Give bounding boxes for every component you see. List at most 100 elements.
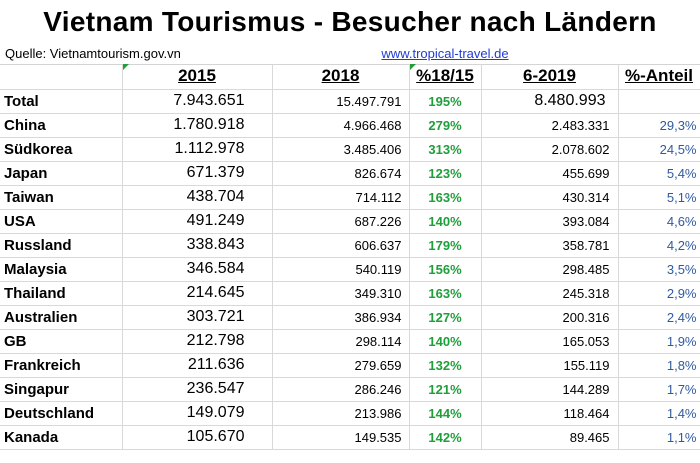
value-2015-cell[interactable]: 212.798 (122, 329, 273, 354)
share-cell[interactable]: 2,4% (618, 305, 700, 330)
country-cell[interactable]: Thailand (0, 281, 123, 306)
value-6-2019-cell[interactable]: 165.053 (481, 329, 619, 354)
value-2015-cell[interactable]: 438.704 (122, 185, 273, 210)
value-2015-cell[interactable]: 7.943.651 (122, 89, 273, 114)
country-cell[interactable]: USA (0, 209, 123, 234)
value-2015-cell[interactable]: 491.249 (122, 209, 273, 234)
value-6-2019-cell[interactable]: 144.289 (481, 377, 619, 402)
percent-18-15-cell[interactable]: 132% (409, 353, 482, 378)
share-cell[interactable]: 4,2% (618, 233, 700, 258)
country-cell[interactable]: Singapur (0, 377, 123, 402)
share-cell[interactable]: 5,1% (618, 185, 700, 210)
value-6-2019-cell[interactable]: 430.314 (481, 185, 619, 210)
share-cell[interactable]: 1,8% (618, 353, 700, 378)
country-cell[interactable]: Deutschland (0, 401, 123, 426)
percent-18-15-cell[interactable]: 121% (409, 377, 482, 402)
value-2015-cell[interactable]: 214.645 (122, 281, 273, 306)
percent-18-15-cell[interactable]: 163% (409, 281, 482, 306)
share-cell[interactable]: 24,5% (618, 137, 700, 162)
value-6-2019-cell[interactable]: 2.078.602 (481, 137, 619, 162)
value-6-2019-cell[interactable]: 118.464 (481, 401, 619, 426)
share-cell[interactable]: 29,3% (618, 113, 700, 138)
country-cell[interactable]: Malaysia (0, 257, 123, 282)
value-2018-cell[interactable]: 386.934 (272, 305, 410, 330)
header-2018: 2018 (272, 64, 410, 90)
country-cell[interactable]: Südkorea (0, 137, 123, 162)
percent-18-15-cell[interactable]: 127% (409, 305, 482, 330)
percent-18-15-cell[interactable]: 123% (409, 161, 482, 186)
country-cell[interactable]: Kanada (0, 425, 123, 450)
value-2015-cell[interactable]: 105.670 (122, 425, 273, 450)
value-2018-cell[interactable]: 349.310 (272, 281, 410, 306)
country-cell[interactable]: Taiwan (0, 185, 123, 210)
value-6-2019-cell[interactable]: 393.084 (481, 209, 619, 234)
share-cell[interactable]: 1,4% (618, 401, 700, 426)
value-2018-cell[interactable]: 149.535 (272, 425, 410, 450)
share-cell[interactable]: 1,9% (618, 329, 700, 354)
value-2018-cell[interactable]: 826.674 (272, 161, 410, 186)
header-share: %-Anteil (618, 64, 700, 90)
share-cell[interactable]: 3,5% (618, 257, 700, 282)
value-6-2019-cell[interactable]: 358.781 (481, 233, 619, 258)
value-2018-cell[interactable]: 286.246 (272, 377, 410, 402)
country-cell[interactable]: Total (0, 89, 123, 114)
value-6-2019-cell[interactable]: 298.485 (481, 257, 619, 282)
country-cell[interactable]: China (0, 113, 123, 138)
value-2015-cell[interactable]: 211.636 (122, 353, 273, 378)
value-6-2019-cell[interactable]: 8.480.993 (481, 89, 619, 114)
value-6-2019-cell[interactable]: 155.119 (481, 353, 619, 378)
table-row: Australien 303.721 386.934 127% 200.316 2,4% (0, 305, 700, 330)
value-2015-cell[interactable]: 346.584 (122, 257, 273, 282)
percent-18-15-cell[interactable]: 140% (409, 209, 482, 234)
table-row: Deutschland 149.079 213.986 144% 118.464 1,4% (0, 401, 700, 426)
value-2018-cell[interactable]: 4.966.468 (272, 113, 410, 138)
percent-18-15-cell[interactable]: 140% (409, 329, 482, 354)
value-6-2019-cell[interactable]: 2.483.331 (481, 113, 619, 138)
value-6-2019-cell[interactable]: 200.316 (481, 305, 619, 330)
percent-18-15-cell[interactable]: 179% (409, 233, 482, 258)
country-cell[interactable]: GB (0, 329, 123, 354)
table-row: Total 7.943.651 15.497.791 195% 8.480.993 (0, 89, 700, 114)
value-2018-cell[interactable]: 3.485.406 (272, 137, 410, 162)
value-2015-cell[interactable]: 338.843 (122, 233, 273, 258)
value-2015-cell[interactable]: 149.079 (122, 401, 273, 426)
value-2018-cell[interactable]: 15.497.791 (272, 89, 410, 114)
share-cell[interactable]: 2,9% (618, 281, 700, 306)
header-2015: 2015 (122, 64, 273, 90)
header-6-2019: 6-2019 (481, 64, 619, 90)
value-2015-cell[interactable]: 236.547 (122, 377, 273, 402)
country-cell[interactable]: Australien (0, 305, 123, 330)
country-cell[interactable]: Japan (0, 161, 123, 186)
value-2018-cell[interactable]: 213.986 (272, 401, 410, 426)
table-row: Singapur 236.547 286.246 121% 144.289 1,7% (0, 377, 700, 402)
share-cell[interactable]: 5,4% (618, 161, 700, 186)
value-2015-cell[interactable]: 1.112.978 (122, 137, 273, 162)
value-6-2019-cell[interactable]: 455.699 (481, 161, 619, 186)
country-cell[interactable]: Russland (0, 233, 123, 258)
percent-18-15-cell[interactable]: 313% (409, 137, 482, 162)
share-cell[interactable] (618, 89, 700, 114)
value-6-2019-cell[interactable]: 89.465 (481, 425, 619, 450)
share-cell[interactable]: 1,7% (618, 377, 700, 402)
value-2015-cell[interactable]: 671.379 (122, 161, 273, 186)
percent-18-15-cell[interactable]: 156% (409, 257, 482, 282)
table-row: Thailand 214.645 349.310 163% 245.318 2,9% (0, 281, 700, 306)
share-cell[interactable]: 4,6% (618, 209, 700, 234)
value-2018-cell[interactable]: 606.637 (272, 233, 410, 258)
value-2015-cell[interactable]: 1.780.918 (122, 113, 273, 138)
percent-18-15-cell[interactable]: 144% (409, 401, 482, 426)
value-2018-cell[interactable]: 279.659 (272, 353, 410, 378)
percent-18-15-cell[interactable]: 195% (409, 89, 482, 114)
value-2018-cell[interactable]: 714.112 (272, 185, 410, 210)
website-link[interactable]: www.tropical-travel.de (381, 46, 509, 61)
percent-18-15-cell[interactable]: 142% (409, 425, 482, 450)
percent-18-15-cell[interactable]: 163% (409, 185, 482, 210)
percent-18-15-cell[interactable]: 279% (409, 113, 482, 138)
value-2018-cell[interactable]: 540.119 (272, 257, 410, 282)
country-cell[interactable]: Frankreich (0, 353, 123, 378)
value-6-2019-cell[interactable]: 245.318 (481, 281, 619, 306)
value-2015-cell[interactable]: 303.721 (122, 305, 273, 330)
value-2018-cell[interactable]: 298.114 (272, 329, 410, 354)
share-cell[interactable]: 1,1% (618, 425, 700, 450)
value-2018-cell[interactable]: 687.226 (272, 209, 410, 234)
